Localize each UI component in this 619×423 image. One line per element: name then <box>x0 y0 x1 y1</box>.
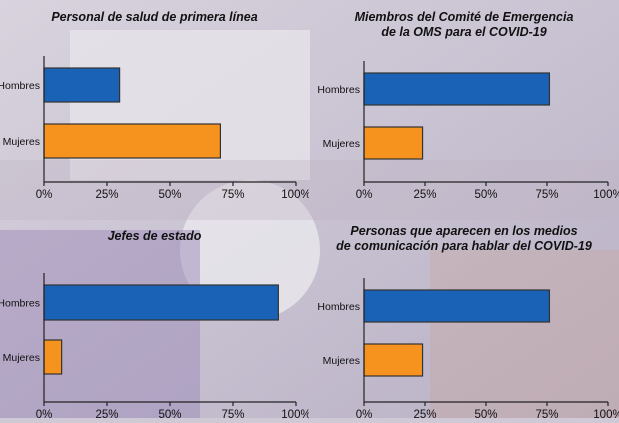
chart-personal-salud: Personal de salud de primera línea Hombr… <box>0 0 311 209</box>
bar-mujeres <box>43 339 63 375</box>
category-label: Hombres <box>317 84 360 96</box>
chart-title-text: Personal de salud de primera línea <box>51 10 258 24</box>
bar-hombres <box>43 284 279 321</box>
x-tick-label: 25% <box>413 189 436 201</box>
category-label: Hombres <box>317 301 360 313</box>
bar-mujeres <box>43 123 221 159</box>
chart-title: Personas que aparecen en los medios de c… <box>309 224 619 254</box>
bar-mujeres <box>363 126 424 160</box>
x-tick-label: 50% <box>158 409 181 418</box>
chart-title-line-2: de la OMS para el COVID-19 <box>381 25 547 39</box>
category-label: Mujeres <box>323 138 360 150</box>
chart-title-text: Jefes de estado <box>107 229 202 243</box>
bar-mujeres <box>363 343 424 377</box>
chart-title: Miembros del Comité de Emergencia de la … <box>309 10 619 40</box>
chart-comite-oms: Miembros del Comité de Emergencia de la … <box>309 0 619 209</box>
category-label: Mujeres <box>323 355 360 367</box>
chart-jefes-estado: Jefes de estado Hombres Mujeres 0% 25% 50% 75… <box>0 209 311 421</box>
bar-plot: Hombres Mujeres 0% 25% 50% 75% 100% <box>317 278 619 421</box>
bar-plot: Hombres Mujeres 0% 25% 50% 75% 100% <box>0 56 311 201</box>
x-tick-label: 75% <box>221 189 244 201</box>
category-label: Mujeres <box>3 352 40 364</box>
chart-title-line-1: Miembros del Comité de Emergencia <box>354 10 574 24</box>
x-tick-label: 50% <box>158 189 181 201</box>
x-tick-label: 50% <box>474 409 497 418</box>
bar-hombres <box>363 72 551 106</box>
chart-title-line-1: Personas que aparecen en los medios <box>350 224 578 238</box>
bar-hombres <box>43 67 121 103</box>
x-tick-label: 100% <box>593 409 619 418</box>
chart-title: Jefes de estado <box>0 229 309 244</box>
x-tick-label: 75% <box>535 189 558 201</box>
chart-title-line-2: de comunicación para hablar del COVID-19 <box>336 239 592 253</box>
x-tick-label: 0% <box>356 409 373 418</box>
x-tick-label: 25% <box>95 409 118 418</box>
x-tick-label: 100% <box>281 409 309 418</box>
bar-hombres <box>363 289 551 323</box>
category-label: Hombres <box>0 80 40 92</box>
x-tick-label: 25% <box>95 189 118 201</box>
x-tick-label: 75% <box>535 409 558 418</box>
bar-plot: Hombres Mujeres 0% 25% 50% 75% 100% <box>317 61 619 201</box>
x-tick-label: 50% <box>474 189 497 201</box>
x-tick-label: 100% <box>281 189 309 201</box>
category-label: Hombres <box>0 298 40 310</box>
x-tick-label: 0% <box>36 409 53 418</box>
category-label: Mujeres <box>3 136 40 148</box>
x-tick-label: 0% <box>356 189 373 201</box>
x-tick-label: 100% <box>593 189 619 201</box>
x-tick-label: 25% <box>413 409 436 418</box>
chart-personas-medios: Personas que aparecen en los medios de c… <box>309 209 619 421</box>
x-tick-label: 0% <box>36 189 53 201</box>
chart-title: Personal de salud de primera línea <box>0 10 309 25</box>
x-tick-label: 75% <box>221 409 244 418</box>
